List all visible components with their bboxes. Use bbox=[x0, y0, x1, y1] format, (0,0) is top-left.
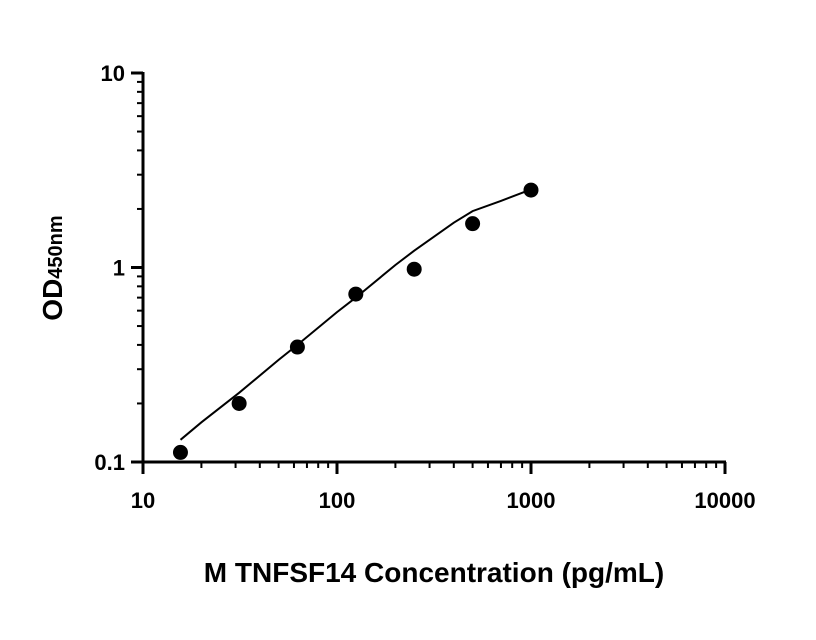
x-tick-label: 10000 bbox=[694, 488, 755, 513]
x-tick-label: 100 bbox=[319, 488, 356, 513]
y-axis-title: OD450nm bbox=[37, 215, 68, 320]
y-tick-label: 10 bbox=[101, 61, 125, 86]
x-tick-label: 1000 bbox=[507, 488, 556, 513]
data-point bbox=[289, 339, 305, 355]
x-axis-title: M TNFSF14 Concentration (pg/mL) bbox=[204, 557, 664, 588]
data-point bbox=[172, 444, 188, 460]
data-point bbox=[406, 261, 422, 277]
data-point bbox=[465, 216, 481, 232]
data-point bbox=[348, 286, 364, 302]
data-point bbox=[523, 182, 539, 198]
y-tick-label: 0.1 bbox=[94, 450, 125, 475]
y-axis: 0.1 1 10 bbox=[94, 61, 145, 475]
x-axis: 10 100 1000 10000 bbox=[131, 460, 756, 513]
y-tick-label: 1 bbox=[113, 256, 125, 281]
y-axis-title-main: OD bbox=[37, 279, 68, 321]
data-points bbox=[172, 182, 539, 460]
x-tick-label: 10 bbox=[131, 488, 155, 513]
y-axis-title-subscript: 450nm bbox=[45, 215, 67, 278]
data-point bbox=[231, 395, 247, 411]
